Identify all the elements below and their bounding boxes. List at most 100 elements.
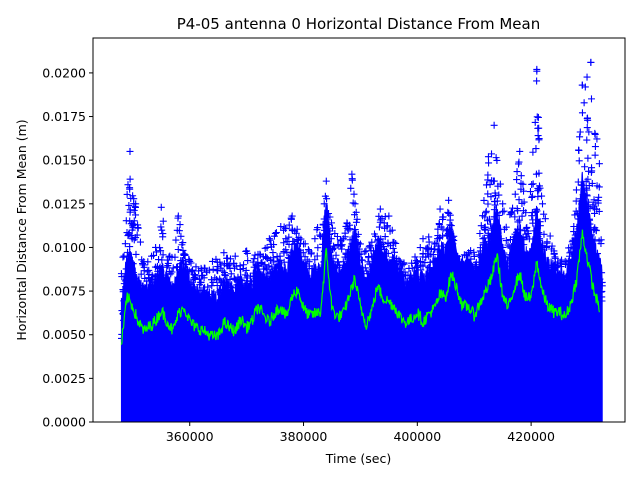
scatter-point: [409, 300, 417, 308]
scatter-point: [349, 199, 357, 207]
scatter-point: [396, 257, 404, 265]
scatter-point: [513, 168, 521, 176]
scatter-point: [387, 292, 395, 300]
scatter-point: [153, 290, 161, 298]
scatter-point: [555, 290, 563, 298]
scatter-point: [361, 248, 369, 256]
scatter-point: [274, 299, 282, 307]
scatter-point: [285, 240, 293, 248]
scatter-point: [241, 286, 249, 294]
scatter-point: [285, 221, 293, 229]
scatter-point: [145, 270, 153, 278]
scatter-point: [583, 124, 591, 132]
scatter-point: [208, 257, 216, 265]
scatter-point: [578, 81, 586, 89]
scatter-point: [516, 253, 524, 261]
scatter-point: [448, 255, 456, 263]
scatter-point: [465, 277, 473, 285]
scatter-point: [413, 263, 421, 271]
scatter-point: [565, 252, 573, 260]
scatter-point: [347, 269, 355, 277]
scatter-point: [499, 243, 507, 251]
scatter-point: [533, 113, 541, 121]
scatter-point: [358, 281, 366, 289]
scatter-point: [261, 288, 269, 296]
scatter-point: [167, 285, 175, 293]
scatter-point: [250, 301, 258, 309]
scatter-point: [506, 236, 514, 244]
scatter-point: [352, 208, 360, 216]
scatter-point: [267, 275, 275, 283]
scatter-point: [365, 254, 373, 262]
scatter-point: [469, 289, 477, 297]
scatter-point: [173, 263, 181, 271]
scatter-point: [323, 195, 331, 203]
scatter-point: [408, 259, 416, 267]
scatter-point: [357, 250, 365, 258]
scatter-point: [342, 222, 350, 230]
scatter-point: [308, 292, 316, 300]
scatter-point: [584, 175, 592, 183]
scatter-point: [230, 291, 238, 299]
scatter-point: [174, 212, 182, 220]
scatter-point: [540, 230, 548, 238]
scatter-point: [422, 297, 430, 305]
scatter-point: [413, 262, 421, 270]
scatter-point: [499, 200, 507, 208]
y-tick-label: 0.0200: [42, 65, 86, 80]
scatter-point: [395, 304, 403, 312]
scatter-point: [465, 287, 473, 295]
scatter-point: [534, 113, 542, 121]
scatter-point: [132, 286, 140, 294]
scatter-point: [590, 265, 598, 273]
scatter-point: [538, 192, 546, 200]
scatter-point: [541, 215, 549, 223]
scatter-point: [588, 167, 596, 175]
scatter-point: [234, 299, 242, 307]
scatter-point: [554, 260, 562, 268]
scatter-point: [372, 250, 380, 258]
scatter-point: [530, 247, 538, 255]
scatter-point: [492, 241, 500, 249]
scatter-point: [376, 265, 384, 273]
scatter-point: [436, 255, 444, 263]
scatter-point: [490, 213, 498, 221]
scatter-point: [488, 224, 496, 232]
scatter-point: [122, 217, 130, 225]
scatter-point: [422, 253, 430, 261]
scatter-point: [476, 289, 484, 297]
scatter-point: [336, 236, 344, 244]
scatter-point: [148, 252, 156, 260]
y-axis-label: Horizontal Distance From Mean (m): [14, 119, 29, 340]
scatter-point: [591, 143, 599, 151]
scatter-point: [511, 190, 519, 198]
scatter-point: [550, 284, 558, 292]
scatter-point: [260, 293, 268, 301]
scatter-point: [587, 239, 595, 247]
scatter-point: [391, 282, 399, 290]
scatter-point: [133, 303, 141, 311]
scatter-point: [213, 266, 221, 274]
scatter-point: [560, 273, 568, 281]
scatter-point: [415, 300, 423, 308]
scatter-point: [226, 255, 234, 263]
scatter-point: [572, 186, 580, 194]
scatter-point: [423, 280, 431, 288]
scatter-point: [182, 261, 190, 269]
scatter-point: [155, 256, 163, 264]
scatter-point: [177, 260, 185, 268]
scatter-point: [504, 279, 512, 287]
scatter-point: [184, 266, 192, 274]
scatter-point: [250, 255, 258, 263]
scatter-point: [209, 296, 217, 304]
scatter-point: [288, 269, 296, 277]
scatter-point: [344, 246, 352, 254]
scatter-point: [204, 298, 212, 306]
scatter-point: [256, 286, 264, 294]
scatter-point: [579, 219, 587, 227]
scatter-point: [216, 275, 224, 283]
scatter-point: [356, 240, 364, 248]
scatter-point: [593, 135, 601, 143]
scatter-point: [303, 291, 311, 299]
scatter-point: [132, 211, 140, 219]
